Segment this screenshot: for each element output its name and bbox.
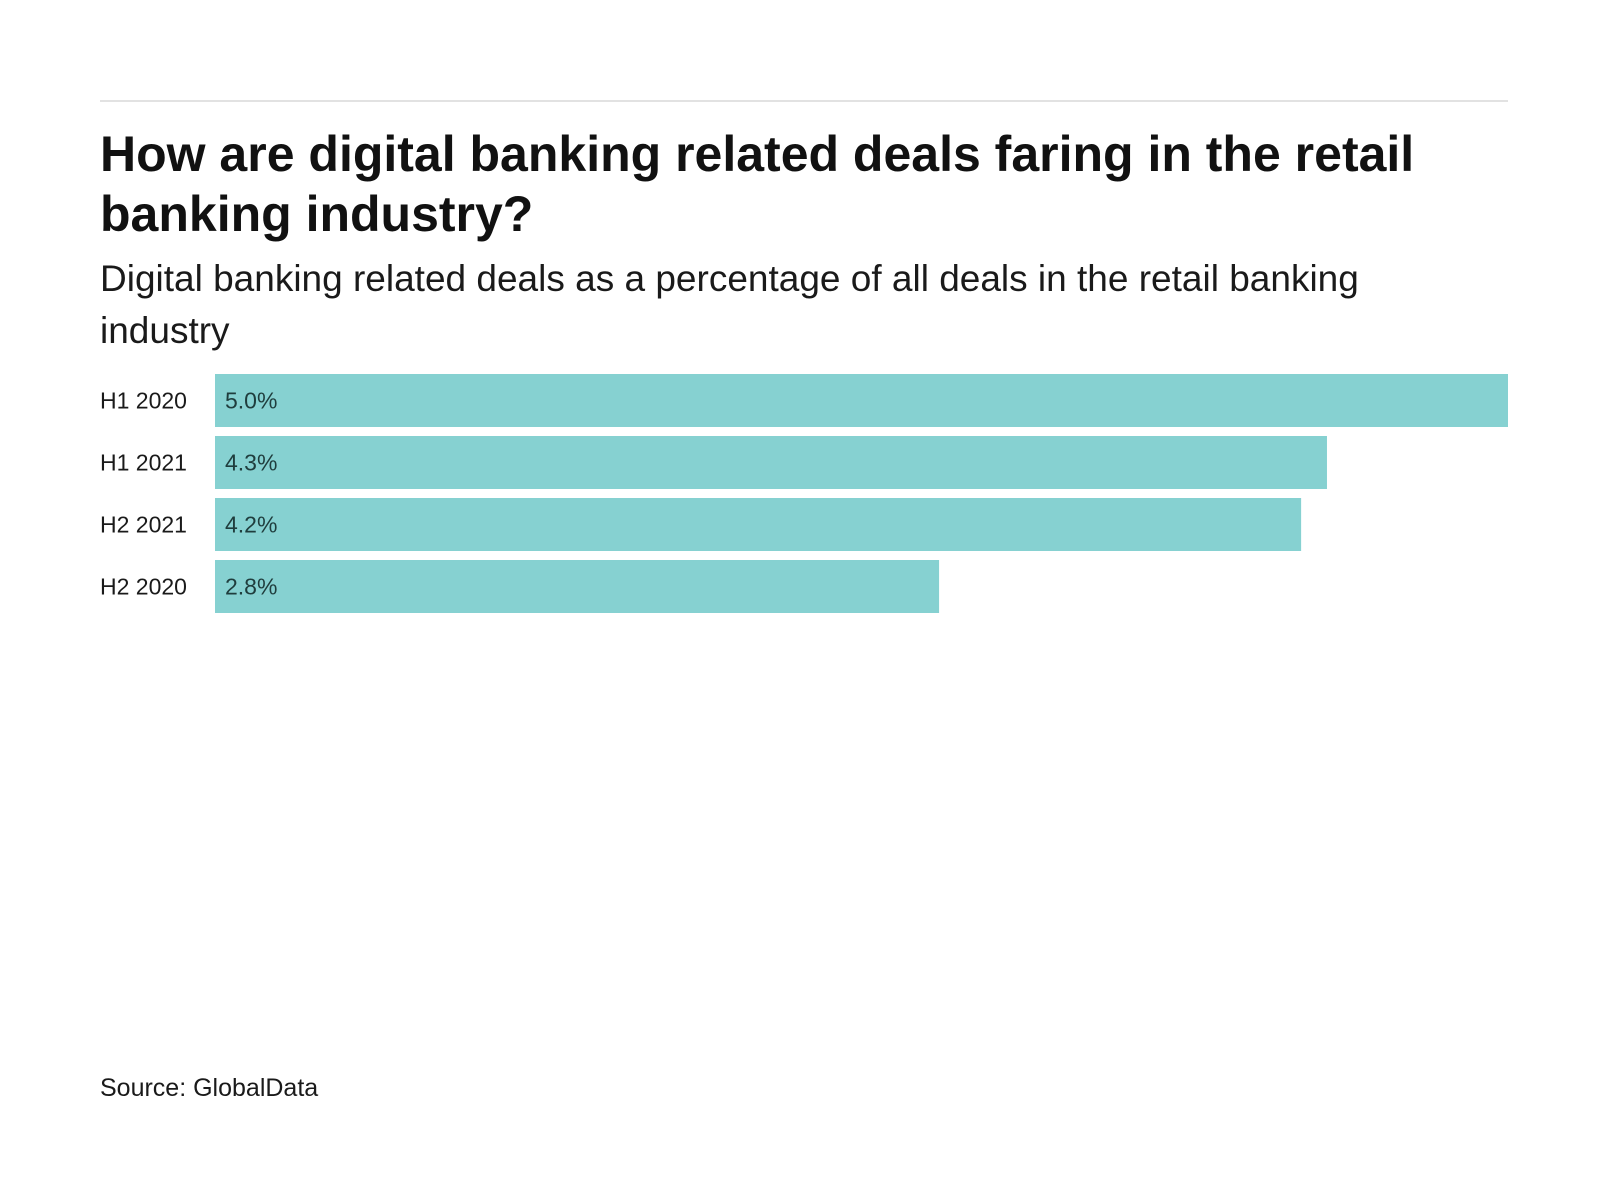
value-label: 2.8% (225, 574, 277, 600)
category-label: H2 2020 (100, 574, 187, 600)
bar (215, 560, 940, 613)
bar (215, 498, 1302, 551)
bar-chart-svg: H1 2020 5.0% H1 2021 4.3% H2 2021 4.2% H2 2020… (100, 374, 1508, 613)
top-divider (100, 100, 1508, 102)
value-label: 5.0% (225, 388, 277, 414)
chart-subtitle: Digital banking related deals as a perce… (100, 258, 1359, 351)
chart-title: How are digital banking related deals fa… (100, 126, 1415, 242)
category-label: H1 2021 (100, 450, 187, 476)
value-label: 4.2% (225, 512, 277, 538)
bar-chart: H1 2020 5.0% H1 2021 4.3% H2 2021 4.2% H2 2020… (100, 374, 1508, 624)
category-label: H2 2021 (100, 512, 187, 538)
bar (215, 436, 1327, 489)
value-label: 4.3% (225, 450, 277, 476)
source-note: Source: GlobalData (100, 1074, 319, 1102)
bar (215, 374, 1508, 427)
category-label: H1 2020 (100, 388, 187, 414)
